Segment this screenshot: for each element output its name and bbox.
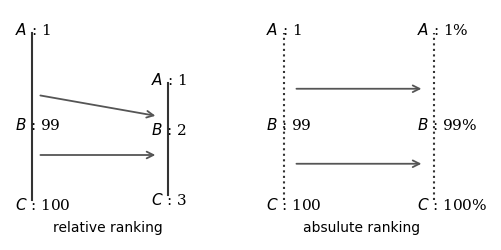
Text: $\mathit{B}$ : 99: $\mathit{B}$ : 99 bbox=[15, 117, 61, 133]
Text: absulute ranking: absulute ranking bbox=[302, 221, 419, 235]
Text: $\mathit{B}$ : 2: $\mathit{B}$ : 2 bbox=[150, 122, 186, 138]
Text: $\mathit{C}$ : 100: $\mathit{C}$ : 100 bbox=[15, 197, 71, 213]
Text: $\mathit{C}$ : 100%: $\mathit{C}$ : 100% bbox=[416, 197, 486, 213]
Text: $\mathit{A}$ : 1: $\mathit{A}$ : 1 bbox=[266, 22, 301, 38]
Text: $\mathit{A}$ : 1: $\mathit{A}$ : 1 bbox=[15, 22, 51, 38]
Text: $\mathit{C}$ : 100: $\mathit{C}$ : 100 bbox=[266, 197, 321, 213]
Text: relative ranking: relative ranking bbox=[53, 221, 162, 235]
Text: $\mathit{C}$ : 3: $\mathit{C}$ : 3 bbox=[150, 192, 186, 208]
Text: $\mathit{B}$ : 99: $\mathit{B}$ : 99 bbox=[266, 117, 311, 133]
Text: $\mathit{A}$ : 1: $\mathit{A}$ : 1 bbox=[150, 72, 186, 88]
Text: $\mathit{A}$ : 1%: $\mathit{A}$ : 1% bbox=[416, 22, 467, 38]
Text: $\mathit{B}$ : 99%: $\mathit{B}$ : 99% bbox=[416, 117, 476, 133]
